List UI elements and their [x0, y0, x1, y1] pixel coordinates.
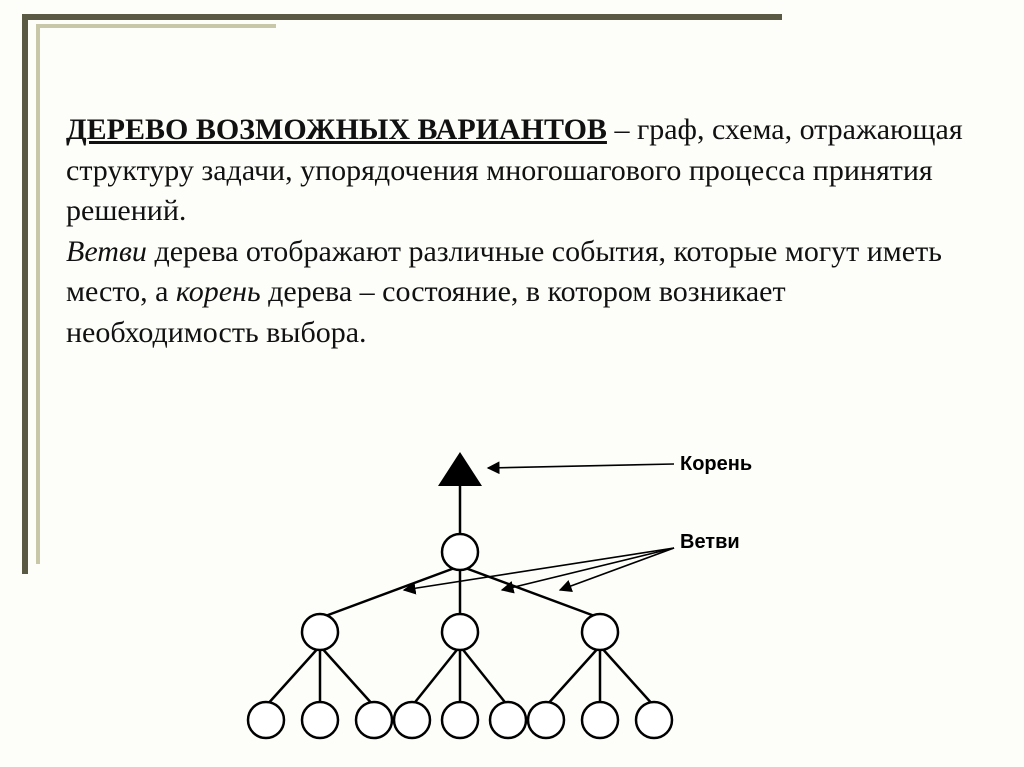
definition-text: ДЕРЕВО ВОЗМОЖНЫХ ВАРИАНТОВ – граф, схема…	[66, 110, 966, 353]
frame-bar-left	[22, 14, 28, 574]
label-root: Корень	[680, 453, 752, 475]
frame-accent-top	[36, 24, 276, 28]
tree-diagram: Корень Ветви	[200, 440, 820, 750]
frame-accent-left	[36, 24, 40, 564]
word-root: корень	[176, 275, 261, 308]
word-branches: Ветви	[66, 235, 147, 268]
term-title: ДЕРЕВО ВОЗМОЖНЫХ ВАРИАНТОВ	[66, 113, 607, 146]
label-branches: Ветви	[680, 531, 740, 553]
frame-bar-top	[22, 14, 782, 20]
tree-svg: Корень Ветви	[200, 440, 820, 750]
